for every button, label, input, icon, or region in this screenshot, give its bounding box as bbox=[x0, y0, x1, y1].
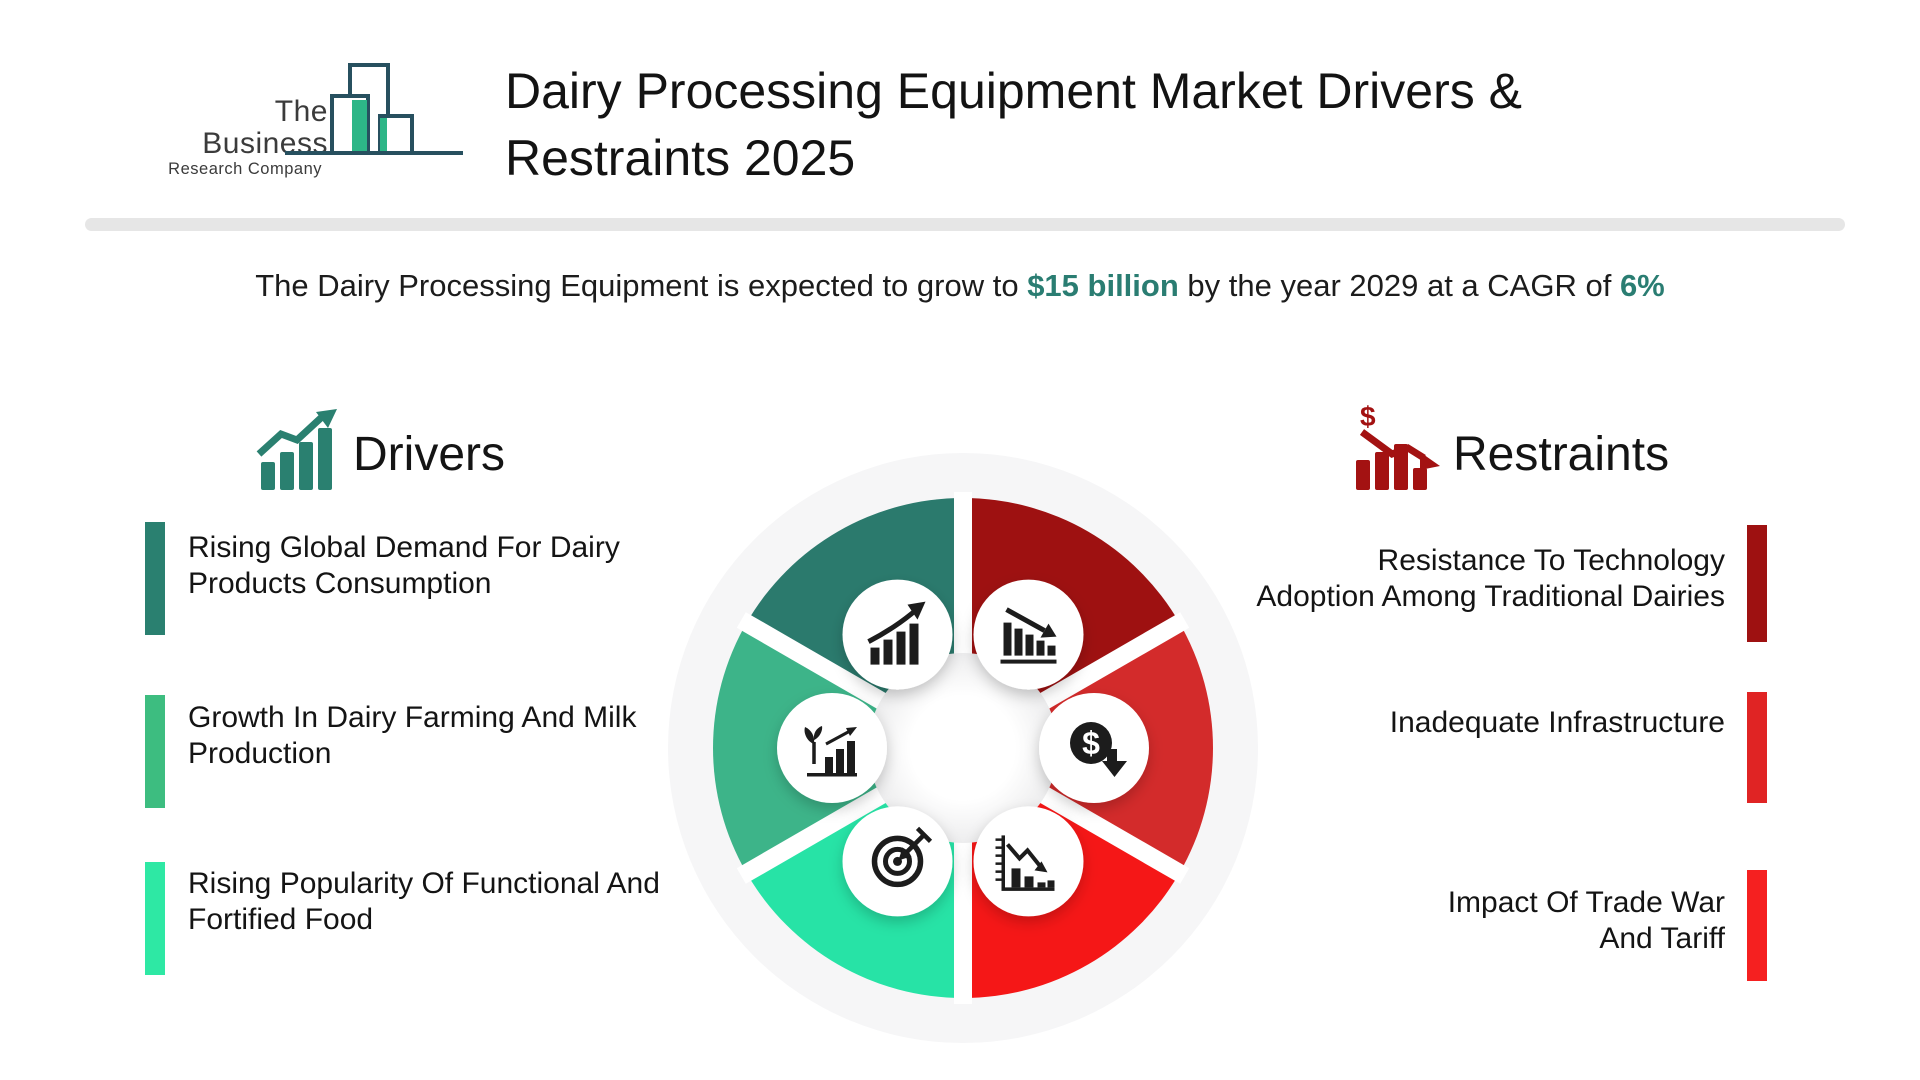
driver-accent-bar-2 bbox=[145, 695, 165, 808]
dollar-decline-icon: $ bbox=[1039, 693, 1149, 803]
restraints-heading: Restraints bbox=[1453, 428, 1670, 481]
driver-accent-bar-1 bbox=[145, 522, 165, 635]
restraint-item-3: Impact Of Trade War And Tariff bbox=[1448, 885, 1725, 957]
cagr-highlight: 6% bbox=[1619, 268, 1665, 303]
wheel-center-hub bbox=[868, 653, 1058, 843]
restraint-item-1: Resistance To Technology Adoption Among … bbox=[1256, 543, 1725, 615]
restraint-accent-bar-1 bbox=[1747, 525, 1767, 642]
restraint-1-line2: Adoption Among Traditional Dairies bbox=[1256, 580, 1725, 613]
drivers-heading: Drivers bbox=[353, 428, 505, 481]
declining-bars-icon bbox=[973, 579, 1084, 690]
summary-text-1: The Dairy Processing Equipment is expect… bbox=[255, 268, 1028, 303]
summary-text-2: by the year 2029 at a CAGR of bbox=[1178, 268, 1620, 303]
driver-item-3: Rising Popularity Of Functional And Fort… bbox=[188, 866, 660, 938]
declining-graph-icon bbox=[973, 806, 1084, 917]
driver-2-line2: Production bbox=[188, 737, 332, 770]
driver-accent-bar-3 bbox=[145, 862, 165, 975]
page-title-line1: Dairy Processing Equipment Market Driver… bbox=[505, 63, 1522, 119]
restraint-1-line1: Resistance To Technology bbox=[1377, 544, 1725, 577]
driver-1-line2: Products Consumption bbox=[188, 567, 492, 600]
drivers-restraints-wheel: $ bbox=[668, 453, 1258, 1043]
plant-growth-icon bbox=[777, 693, 887, 803]
logo-bar-chart-icon bbox=[285, 63, 463, 155]
driver-3-line2: Fortified Food bbox=[188, 903, 374, 936]
driver-2-line1: Growth In Dairy Farming And Milk bbox=[188, 701, 637, 734]
driver-item-1: Rising Global Demand For Dairy Products … bbox=[188, 530, 620, 602]
restraints-decline-icon: $ bbox=[1356, 402, 1440, 490]
restraint-2-line1: Inadequate Infrastructure bbox=[1389, 706, 1725, 739]
restraint-accent-bar-2 bbox=[1747, 692, 1767, 803]
restraint-3-line1: Impact Of Trade War bbox=[1447, 886, 1725, 919]
growth-chart-icon bbox=[842, 579, 953, 690]
restraint-item-2: Inadequate Infrastructure bbox=[1390, 705, 1725, 741]
page-title: Dairy Processing Equipment Market Driver… bbox=[505, 58, 1522, 192]
driver-1-line1: Rising Global Demand For Dairy bbox=[188, 531, 620, 564]
brand-name-line2: Research Company bbox=[168, 159, 322, 178]
dollar-glyph: $ bbox=[1082, 725, 1100, 761]
restraint-accent-bar-3 bbox=[1747, 870, 1767, 981]
restraint-3-line2: And Tariff bbox=[1599, 922, 1725, 955]
drivers-growth-icon bbox=[256, 409, 337, 490]
driver-item-2: Growth In Dairy Farming And Milk Product… bbox=[188, 700, 636, 772]
brand-name: The Business Research Company bbox=[148, 95, 328, 179]
svg-text:$: $ bbox=[1360, 402, 1376, 432]
driver-3-line1: Rising Popularity Of Functional And bbox=[188, 867, 660, 900]
market-summary: The Dairy Processing Equipment is expect… bbox=[0, 268, 1920, 304]
growth-value-highlight: $15 billion bbox=[1027, 268, 1179, 303]
page-title-line2: Restraints 2025 bbox=[505, 130, 856, 186]
target-icon bbox=[842, 806, 953, 917]
header-divider bbox=[85, 218, 1845, 231]
